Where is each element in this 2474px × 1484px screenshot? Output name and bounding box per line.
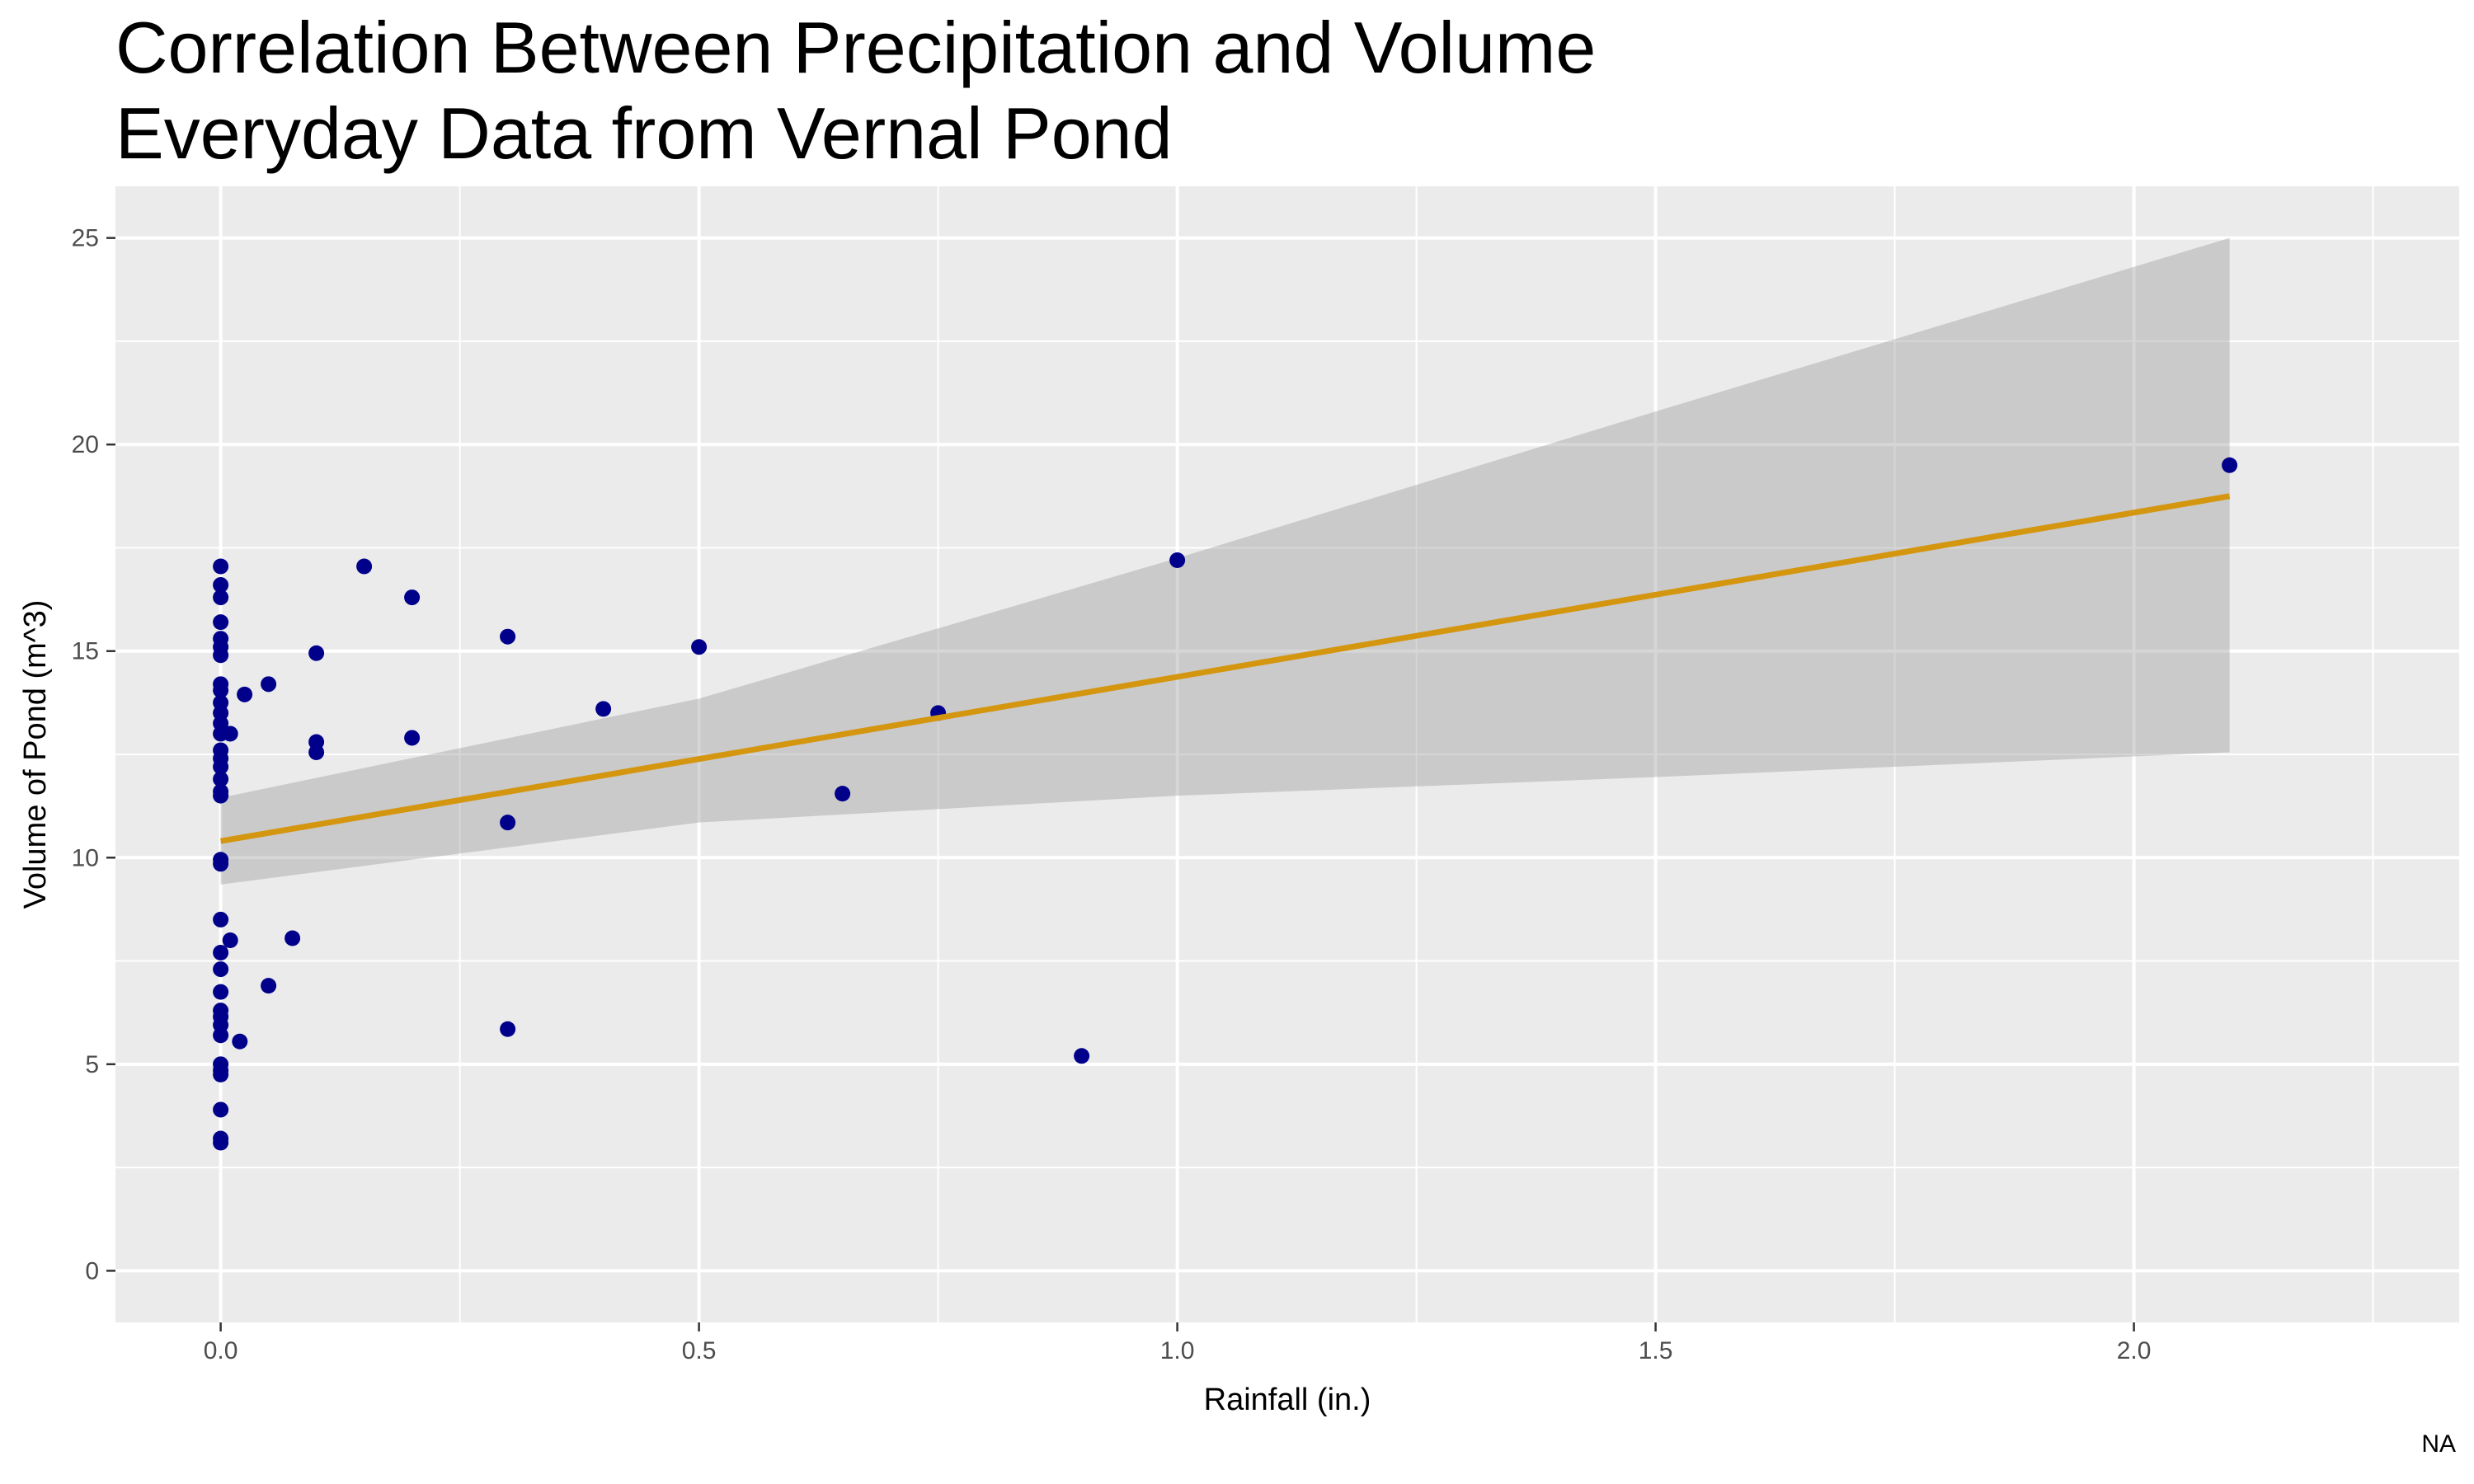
data-point <box>2222 457 2238 473</box>
major-gridlines <box>115 186 2459 1322</box>
chart-title: Correlation Between Precipitation and Vo… <box>115 7 1597 88</box>
y-tick-label: 25 <box>72 225 99 252</box>
data-point <box>232 1033 248 1050</box>
data-point <box>213 771 229 787</box>
data-point <box>213 758 229 775</box>
x-tick-label: 0.0 <box>204 1337 238 1364</box>
data-point <box>213 589 229 606</box>
data-point <box>691 639 708 655</box>
x-tick-label: 1.0 <box>1160 1337 1195 1364</box>
data-point <box>308 645 325 661</box>
data-point <box>500 815 516 831</box>
chart-subtitle: Everyday Data from Vernal Pond <box>115 92 1173 174</box>
data-point <box>213 1101 229 1118</box>
data-point <box>213 984 229 1000</box>
x-tick-label: 2.0 <box>2117 1337 2152 1364</box>
x-axis-label: Rainfall (in.) <box>1204 1383 1371 1417</box>
data-point <box>213 856 229 872</box>
confidence-band <box>220 237 2230 885</box>
y-tick-label: 20 <box>72 431 99 458</box>
x-tick-label: 0.5 <box>682 1337 717 1364</box>
x-tick-label: 1.5 <box>1639 1337 1673 1364</box>
data-point <box>213 961 229 978</box>
data-point <box>222 932 238 948</box>
data-point <box>213 1066 229 1082</box>
x-axis-ticks: 0.0 0.5 1.0 1.5 2.0 <box>204 1322 2152 1364</box>
data-point <box>356 558 373 575</box>
data-point <box>500 1021 516 1037</box>
y-tick-label: 15 <box>72 638 99 665</box>
data-point <box>261 676 277 693</box>
data-point <box>835 786 851 802</box>
data-point <box>404 730 421 746</box>
data-point <box>213 577 229 594</box>
data-points <box>213 457 2238 1151</box>
data-point <box>404 589 421 606</box>
y-tick-label: 0 <box>85 1257 99 1284</box>
data-point <box>285 930 301 946</box>
data-point <box>595 701 612 717</box>
regression-line <box>220 493 2231 844</box>
data-point <box>213 1134 229 1151</box>
chart-caption: NA <box>2421 1430 2456 1458</box>
data-point <box>213 945 229 961</box>
data-point <box>213 787 229 804</box>
data-point <box>1074 1048 1090 1064</box>
y-tick-label: 5 <box>85 1051 99 1078</box>
y-axis-label: Volume of Pond (m^3) <box>18 600 53 909</box>
data-point <box>213 614 229 631</box>
data-point <box>213 558 229 575</box>
y-tick-label: 10 <box>72 844 99 871</box>
minor-gridlines <box>115 186 2459 1322</box>
data-point <box>237 686 253 702</box>
data-point <box>213 1027 229 1044</box>
data-point <box>261 978 277 994</box>
data-point <box>1169 552 1186 568</box>
data-point <box>500 628 516 645</box>
data-point <box>222 726 238 742</box>
data-point <box>308 744 325 760</box>
y-axis-ticks: 0 5 10 15 20 25 <box>72 225 115 1284</box>
data-point <box>213 911 229 928</box>
data-point <box>213 682 229 698</box>
data-point <box>213 647 229 664</box>
